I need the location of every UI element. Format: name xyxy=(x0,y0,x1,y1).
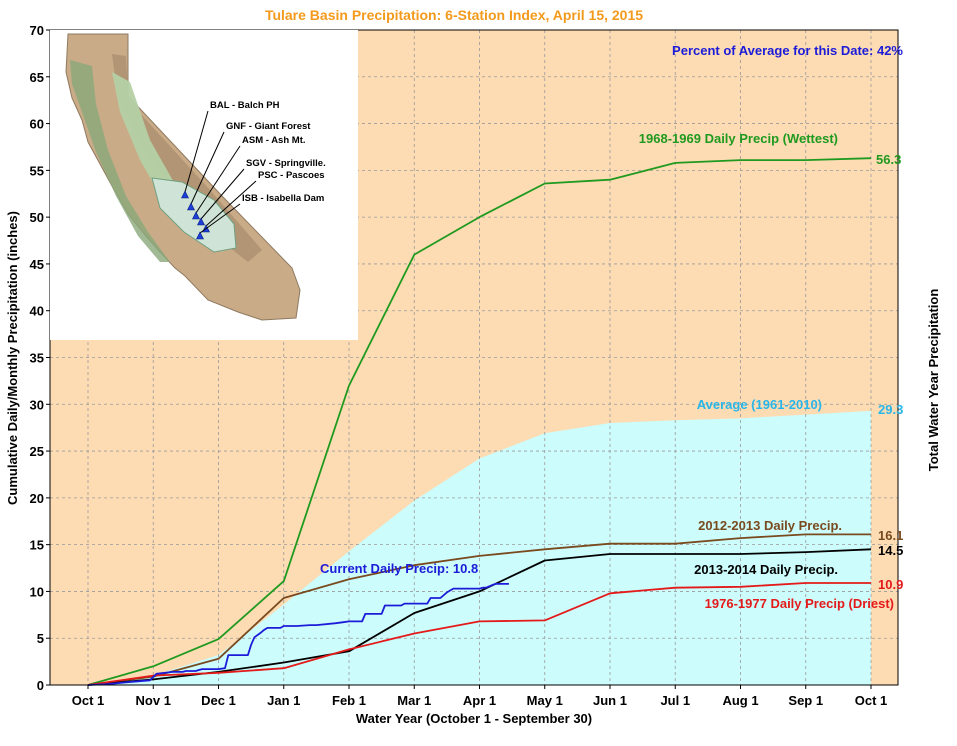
percent-of-average-annotation: Percent of Average for this Date: 42% xyxy=(672,43,903,58)
label-2013-2014: 2013-2014 Daily Precip. xyxy=(694,562,838,577)
series-line-y2012 xyxy=(87,533,871,686)
station-leader-line xyxy=(205,180,257,227)
y-tick-label: 65 xyxy=(30,70,44,85)
x-tick-label: Apr 1 xyxy=(463,693,496,708)
tulare-basin xyxy=(151,177,237,253)
station-marker-icon xyxy=(196,231,204,240)
y-tick-label: 40 xyxy=(30,304,44,319)
y-tick-label: 35 xyxy=(30,351,44,366)
x-axis-title: Water Year (October 1 - September 30) xyxy=(356,711,592,726)
central-valley xyxy=(112,72,232,252)
station-label: PSC - Pascoes xyxy=(258,170,325,181)
y-tick-label: 50 xyxy=(30,210,44,225)
y-tick-label: 5 xyxy=(37,631,44,646)
series-line-current xyxy=(87,583,509,686)
station-label: SGV - Springville. xyxy=(246,158,326,169)
chart-title: Tulare Basin Precipitation: 6-Station In… xyxy=(265,7,643,23)
x-tick-label: Oct 1 xyxy=(72,693,105,708)
station-leader-line xyxy=(184,110,209,193)
label-current: Current Daily Precip: 10.8 xyxy=(320,561,478,576)
station-leader-line xyxy=(190,131,225,205)
end-value-2013-2014: 14.5 xyxy=(878,543,903,558)
y-tick-label: 30 xyxy=(30,397,44,412)
right-axis-title: Total Water Year Precipitation xyxy=(926,289,941,472)
station-leader-line xyxy=(199,203,241,234)
y-tick-label: 0 xyxy=(37,678,44,693)
x-tick-label: Jun 1 xyxy=(593,693,627,708)
station-label: BAL - Balch PH xyxy=(210,100,280,111)
end-value-wettest: 56.3 xyxy=(876,152,901,167)
y-tick-label: 45 xyxy=(30,257,44,272)
y-tick-label: 20 xyxy=(30,491,44,506)
x-axis-ticks: Oct 1 Nov 1 Dec 1 Jan 1 Feb 1 Mar 1 Apr 1 May 1… xyxy=(72,685,888,708)
coastal-green xyxy=(70,60,170,262)
station-label: ISB - Isabella Dam xyxy=(242,193,324,204)
y-axis-title: Cumulative Daily/Monthly Precipitation (… xyxy=(5,211,20,505)
station-leader-line xyxy=(200,168,245,220)
y-axis-ticks: 0 5 10 15 20 25 30 35 40 45 50 55 60 65 70 xyxy=(30,23,50,693)
x-tick-label: Aug 1 xyxy=(722,693,758,708)
x-tick-label: Sep 1 xyxy=(788,693,823,708)
end-value-2012-2013: 16.1 xyxy=(878,528,903,543)
x-tick-label: Feb 1 xyxy=(332,693,366,708)
station-labels: BAL - Balch PH GNF - Giant Forest ASM - As… xyxy=(210,100,326,204)
series-line-wettest xyxy=(87,157,872,686)
x-tick-label: May 1 xyxy=(527,693,563,708)
y-tick-label: 10 xyxy=(30,584,44,599)
station-marker-icon xyxy=(197,217,205,226)
series-line-driest xyxy=(87,582,871,686)
label-wettest: 1968-1969 Daily Precip (Wettest) xyxy=(639,131,838,146)
station-marker-icon xyxy=(187,202,195,211)
x-tick-label: Mar 1 xyxy=(397,693,431,708)
y-tick-label: 55 xyxy=(30,163,44,178)
end-value-driest: 10.9 xyxy=(878,577,903,592)
label-driest: 1976-1977 Daily Precip (Driest) xyxy=(705,596,894,611)
y-tick-label: 15 xyxy=(30,538,44,553)
label-2012-2013: 2012-2013 Daily Precip. xyxy=(698,518,842,533)
y-tick-label: 25 xyxy=(30,444,44,459)
label-average: Average (1961-2010) xyxy=(697,397,822,412)
y-tick-label: 70 xyxy=(30,23,44,38)
x-tick-label: Dec 1 xyxy=(201,693,236,708)
y-tick-label: 60 xyxy=(30,117,44,132)
station-marker-icon xyxy=(192,211,200,220)
x-tick-label: Oct 1 xyxy=(855,693,888,708)
station-label: ASM - Ash Mt. xyxy=(242,135,306,146)
x-tick-label: Jul 1 xyxy=(660,693,690,708)
x-tick-label: Nov 1 xyxy=(136,693,171,708)
series-lines xyxy=(87,157,872,686)
station-marker-icon xyxy=(181,190,189,199)
end-value-average: 29.3 xyxy=(878,402,903,417)
station-label: GNF - Giant Forest xyxy=(226,121,311,132)
station-markers xyxy=(181,110,257,240)
california-station-map: BAL - Balch PH GNF - Giant Forest ASM - As… xyxy=(50,30,358,340)
x-tick-label: Jan 1 xyxy=(267,693,300,708)
station-leader-line xyxy=(195,145,241,214)
